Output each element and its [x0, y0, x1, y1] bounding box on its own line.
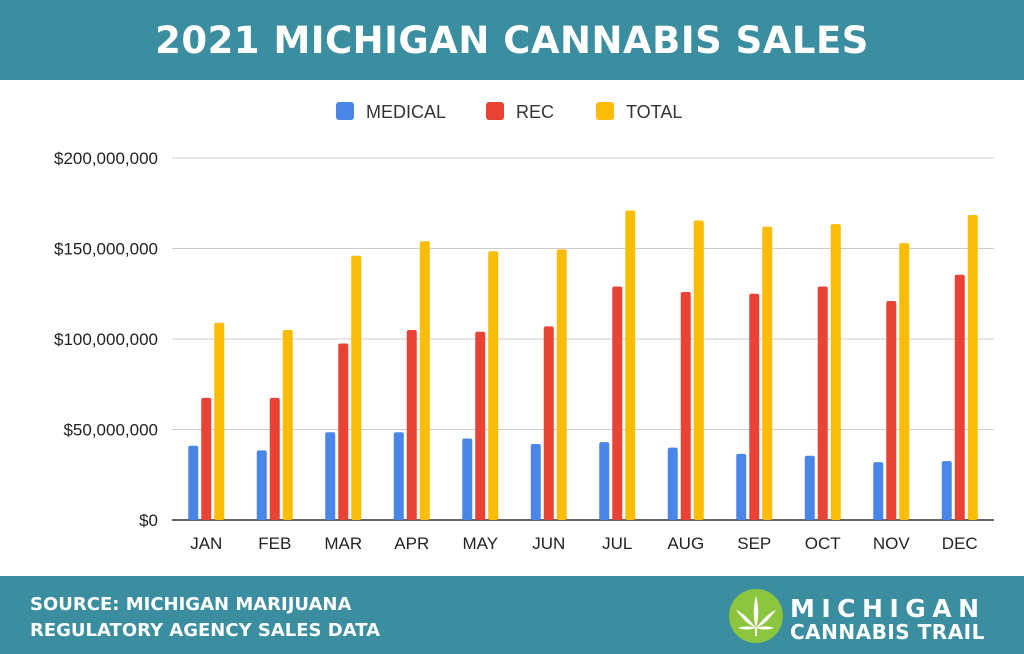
legend-label-rec: REC	[516, 102, 554, 122]
chart-title: 2021 MICHIGAN CANNABIS SALES	[155, 18, 869, 62]
bar-medical-apr	[393, 432, 404, 520]
y-tick-label: $50,000,000	[63, 421, 158, 440]
source-line-1: SOURCE: MICHIGAN MARIJUANA	[30, 594, 352, 615]
bar-rec-jun	[543, 326, 554, 520]
bar-medical-mar	[325, 432, 336, 520]
bar-total-jun	[556, 249, 567, 520]
bar-total-jan	[214, 322, 225, 520]
x-tick-label: NOV	[873, 534, 911, 553]
legend-label-medical: MEDICAL	[366, 102, 446, 122]
x-tick-label: JUL	[602, 534, 632, 553]
bar-rec-jul	[612, 286, 623, 520]
bar-total-mar	[351, 255, 362, 521]
bar-total-apr	[419, 241, 430, 520]
x-tick-label: MAY	[462, 534, 498, 553]
x-tick-label: JAN	[190, 534, 222, 553]
legend-swatch-rec	[486, 102, 504, 120]
brand-name-line-2: CANNABIS TRAIL	[790, 620, 985, 644]
bar-rec-dec	[954, 274, 965, 520]
bar-rec-jan	[201, 397, 212, 520]
source-note: SOURCE: MICHIGAN MARIJUANA REGULATORY AG…	[30, 592, 380, 644]
bar-medical-feb	[256, 450, 267, 520]
bar-medical-may	[462, 438, 473, 520]
bar-medical-nov	[873, 462, 884, 520]
bar-medical-dec	[941, 461, 952, 520]
bar-rec-apr	[406, 329, 417, 520]
legend-swatch-medical	[336, 102, 354, 120]
title-banner: 2021 MICHIGAN CANNABIS SALES	[0, 0, 1024, 80]
bar-medical-jun	[530, 443, 541, 520]
bar-medical-sep	[736, 453, 747, 520]
x-tick-label: FEB	[258, 534, 291, 553]
bar-rec-feb	[269, 397, 280, 520]
bar-medical-jan	[188, 445, 199, 520]
bar-total-dec	[967, 215, 978, 520]
x-tick-label: DEC	[942, 534, 978, 553]
bar-total-may	[488, 251, 499, 520]
brand-name-line-1: MICHIGAN	[790, 594, 986, 623]
bar-rec-mar	[338, 343, 349, 520]
y-tick-label: $200,000,000	[54, 149, 158, 168]
bar-rec-nov	[886, 300, 897, 520]
y-tick-label: $0	[139, 511, 158, 530]
bar-rec-aug	[680, 291, 691, 520]
x-tick-label: SEP	[737, 534, 771, 553]
bar-total-nov	[899, 243, 910, 520]
y-tick-label: $150,000,000	[54, 240, 158, 259]
bar-medical-jul	[599, 442, 610, 520]
brand-logo-block: MICHIGAN CANNABIS TRAIL	[728, 586, 1008, 646]
bar-total-aug	[693, 220, 704, 520]
bar-medical-aug	[667, 447, 678, 520]
bar-total-sep	[762, 226, 773, 520]
source-line-2: REGULATORY AGENCY SALES DATA	[30, 620, 381, 641]
bar-total-jul	[625, 210, 636, 521]
x-tick-label: APR	[394, 534, 429, 553]
bar-medical-oct	[804, 455, 815, 520]
bar-chart: $0 $50,000,000 $100,000,000 $150,000,000 $20…	[54, 102, 994, 553]
bar-rec-may	[475, 331, 486, 520]
x-tick-label: MAR	[324, 534, 362, 553]
cannabis-leaf-icon	[729, 589, 783, 643]
x-tick-label: OCT	[805, 534, 841, 553]
x-tick-label: JUN	[532, 534, 565, 553]
footer-banner: SOURCE: MICHIGAN MARIJUANA REGULATORY AG…	[0, 576, 1024, 654]
bar-rec-oct	[817, 286, 828, 520]
bar-total-feb	[282, 329, 293, 520]
bar-rec-sep	[749, 293, 760, 520]
bar-total-oct	[830, 224, 841, 520]
y-tick-label: $100,000,000	[54, 330, 158, 349]
legend-swatch-total	[596, 102, 614, 120]
legend-label-total: TOTAL	[626, 102, 682, 122]
x-tick-label: AUG	[667, 534, 704, 553]
